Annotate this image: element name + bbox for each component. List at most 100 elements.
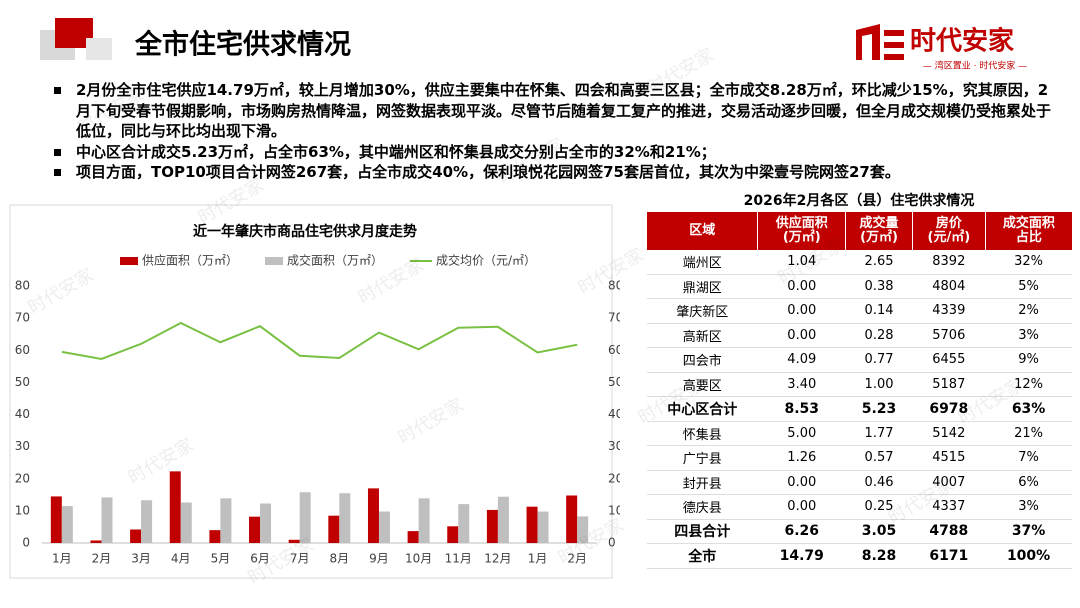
x-tick-label: 4月	[171, 552, 191, 566]
x-tick-label: 1月	[528, 552, 548, 566]
cell: 0.00	[757, 298, 846, 324]
row: 德庆县 0.00 0.25 4337 3%	[646, 494, 1072, 520]
cell: 1.04	[757, 250, 846, 275]
cell: 0.28	[845, 323, 913, 348]
cell: 广宁县	[646, 445, 758, 471]
cell: 0.00	[757, 323, 846, 348]
logo: 时代安家	[910, 26, 1014, 57]
cell: 鼎湖区	[646, 274, 758, 299]
cell: 5706	[912, 323, 986, 348]
row: 鼎湖区 0.00 0.38 4804 5%	[646, 274, 1072, 299]
cell: 5.00	[757, 421, 846, 446]
cell: 5%	[985, 274, 1072, 299]
bar	[407, 531, 419, 543]
column-header: 成交面积 占比	[984, 212, 1072, 250]
cell: 0.00	[757, 494, 846, 520]
cell: 5187	[912, 372, 986, 397]
y-tick-label: 30	[15, 439, 30, 453]
cell: 0.00	[757, 470, 846, 495]
cell: 4804	[912, 274, 986, 299]
x-tick-label: 2月	[567, 552, 587, 566]
cell: 63%	[985, 396, 1072, 422]
row: 封开县 0.00 0.46 4007 6%	[646, 470, 1072, 495]
cell: 6455	[912, 347, 986, 373]
bar	[130, 529, 142, 543]
cell: 0.38	[845, 274, 913, 299]
cell: 8.53	[757, 396, 846, 422]
bar	[328, 515, 340, 543]
legend-swatch	[120, 257, 138, 265]
cell: 3.40	[757, 372, 846, 397]
y2-tick-label: 0	[608, 536, 616, 550]
bar	[61, 506, 73, 543]
bullets: 2月份全市住宅供应14.79万㎡，较上月增加30%，供应主要集中在怀集、四会和高…	[52, 80, 1052, 183]
cell: 高新区	[646, 323, 758, 348]
cell: 14.79	[757, 543, 846, 569]
bar	[141, 500, 153, 543]
x-tick-label: 1月	[52, 552, 72, 566]
cell: 8392	[912, 250, 986, 275]
header-row: 区域 供应面积 (万㎡) 成交量 (万㎡) 房价 (元/㎡) 成交面积 占比	[645, 212, 1072, 250]
cell: 2%	[985, 298, 1072, 324]
bar	[220, 498, 232, 543]
cell: 9%	[985, 347, 1072, 373]
bar	[418, 498, 430, 543]
cell: 4007	[912, 470, 986, 495]
y2-tick-label: 5000	[608, 375, 620, 389]
cell: 6.26	[757, 519, 846, 544]
cell: 四县合计	[646, 519, 758, 544]
bar	[566, 495, 578, 543]
column-header: 成交量 (万㎡)	[845, 212, 913, 250]
row: 全市 14.79 8.28 6171 100%	[646, 543, 1072, 569]
chart-frame	[9, 204, 613, 579]
column-header: 区域	[645, 212, 758, 250]
bar	[577, 516, 589, 543]
y2-tick-label: 3000	[608, 439, 620, 453]
bar	[288, 539, 300, 543]
cell: 中心区合计	[646, 396, 758, 422]
bar	[486, 509, 498, 543]
line	[61, 321, 578, 360]
cell: 8.28	[845, 543, 913, 569]
cell: 3%	[985, 323, 1072, 348]
cell: 4339	[912, 298, 986, 324]
logo-icon	[856, 24, 904, 60]
cell: 4515	[912, 445, 986, 471]
table-title: 2026年2月各区（县）住宅供求情况	[743, 193, 975, 209]
bar	[209, 530, 221, 543]
bar	[90, 540, 102, 543]
x-tick-label: 6月	[250, 552, 270, 566]
chart-title: 近一年肇庆市商品住宅供求月度走势	[193, 223, 417, 240]
logo-tagline: — 湾区置业 · 时代安家 —	[923, 60, 1027, 72]
x-tick-label: 9月	[369, 552, 389, 566]
bar	[497, 496, 509, 543]
y-tick-label: 80	[15, 279, 30, 293]
bar	[299, 492, 311, 543]
cell: 0.25	[845, 494, 913, 520]
bar	[101, 497, 113, 543]
cell: 4788	[912, 519, 986, 544]
y2-tick-label: 4000	[608, 407, 620, 421]
cell: 3.05	[845, 519, 913, 544]
y2-tick-label: 7000	[608, 311, 620, 325]
cell: 6171	[912, 543, 986, 569]
x-tick-label: 11月	[445, 552, 472, 566]
x-tick-label: 2月	[92, 552, 112, 566]
bullet: 中心区合计成交5.23万㎡，占全市63%，其中端州区和怀集县成交分别占全市的32…	[52, 142, 1052, 163]
title: 全市住宅供求情况	[134, 29, 351, 61]
cell: 0.00	[757, 274, 846, 299]
y-tick-label: 50	[15, 375, 30, 389]
bar	[447, 526, 459, 543]
bar	[526, 506, 538, 543]
cell: 端州区	[646, 250, 758, 275]
row: 肇庆新区 0.00 0.14 4339 2%	[646, 298, 1072, 324]
y-tick-label: 10	[15, 503, 30, 517]
y-tick-label: 60	[15, 343, 30, 357]
cell: 7%	[985, 445, 1072, 471]
deco	[86, 38, 112, 60]
cell: 四会市	[646, 347, 758, 373]
cell: 37%	[985, 519, 1072, 544]
cell: 0.46	[845, 470, 913, 495]
